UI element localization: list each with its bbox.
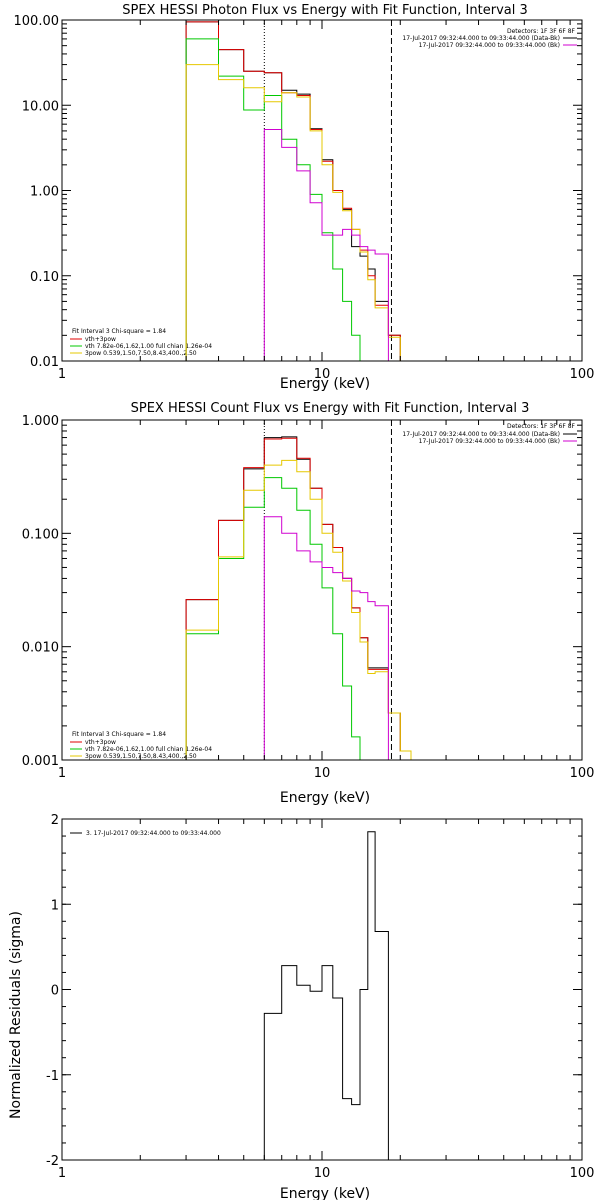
series-data-bk-line-1 <box>185 436 412 760</box>
plot-frame-1 <box>61 419 583 761</box>
y-tick-label-2: 0 <box>51 984 59 999</box>
count-legend-header-1: 17-Jul-2017 09:32:44.000 to 09:33:44.000… <box>402 431 560 438</box>
residuals-xlabel: Energy (keV) <box>280 1186 370 1200</box>
x-tick-label-0: 1 <box>58 367 66 382</box>
x-tick-label-2: 1 <box>58 1166 66 1181</box>
plot-frame-0 <box>61 19 583 362</box>
x-tick-label-2: 10 <box>314 1166 331 1181</box>
photon-legend-header-1: 17-Jul-2017 09:32:44.000 to 09:33:44.000… <box>402 35 560 42</box>
y-tick-label-2: 2 <box>51 813 59 828</box>
x-tick-label-2: 100 <box>570 1166 595 1181</box>
photon-fit-info-3: 3pow 0.539,1.50,7.50,8.43,400.,2.50 <box>85 350 197 357</box>
count-fit-info-0: Fit Interval 3 Chi-square = 1.84 <box>72 731 166 738</box>
photon-fit-info-1: vth+3pow <box>85 336 116 343</box>
photon-legend-header-0: Detectors: 1F 3F 6F 8F <box>507 28 576 35</box>
y-tick-label-1: 0.001 <box>22 754 59 769</box>
series-3pow-line-1 <box>185 459 412 760</box>
y-tick-label-0: 1.00 <box>30 185 59 200</box>
photon-fit-info-2: vth 7.82e-06,1.62,1.00 full chian 1.26e-… <box>85 343 212 350</box>
series-3pow-line-0 <box>185 64 411 361</box>
y-tick-label-0: 100.00 <box>14 14 60 29</box>
y-tick-label-2: -2 <box>46 1154 59 1169</box>
x-tick-label-1: 10 <box>314 766 331 781</box>
photon-fit-info-0: Fit Interval 3 Chi-square = 1.84 <box>72 328 166 335</box>
photon-flux-xlabel: Energy (keV) <box>280 376 370 392</box>
count-legend-header-0: Detectors: 1F 3F 6F 8F <box>507 423 576 430</box>
x-tick-label-0: 100 <box>570 367 595 382</box>
series-bk-line-0 <box>263 129 389 361</box>
count-fit-info-3: 3pow 0.539,1.50,7.50,8.43,400.,2.50 <box>85 753 197 760</box>
y-tick-label-0: 0.10 <box>30 270 59 285</box>
residuals-ylabel: Normalized Residuals (sigma) <box>8 911 24 1119</box>
y-tick-label-0: 0.01 <box>30 355 59 370</box>
count-fit-info-2: vth 7.82e-06,1.62,1.00 full chian 1.26e-… <box>85 746 212 753</box>
y-tick-label-1: 1.000 <box>22 414 59 429</box>
photon-legend-header-2: 17-Jul-2017 09:32:44.000 to 09:33:44.000… <box>419 42 560 49</box>
count-flux-xlabel: Energy (keV) <box>280 790 370 806</box>
series-vth-3pow-line-1 <box>185 437 412 760</box>
series-residuals-line-2 <box>263 831 389 1160</box>
series-vth-line-0 <box>185 38 411 361</box>
x-tick-label-0: 10 <box>314 367 331 382</box>
count-fit-info-1: vth+3pow <box>85 739 116 746</box>
y-tick-label-0: 10.00 <box>22 99 59 114</box>
y-tick-label-1: 0.100 <box>22 527 59 542</box>
residuals-legend: 3. 17-Jul-2017 09:32:44.000 to 09:33:44.… <box>86 830 221 837</box>
x-tick-label-1: 1 <box>58 766 66 781</box>
photon-flux-title: SPEX HESSI Photon Flux vs Energy with Fi… <box>122 3 528 18</box>
count-legend-header-2: 17-Jul-2017 09:32:44.000 to 09:33:44.000… <box>419 438 560 445</box>
series-vth-3pow-line-0 <box>185 21 411 361</box>
y-tick-label-2: -1 <box>46 1069 59 1084</box>
count-flux-title: SPEX HESSI Count Flux vs Energy with Fit… <box>131 401 530 416</box>
x-tick-label-1: 100 <box>570 766 595 781</box>
count-flux-panel: SPEX HESSI Count Flux vs Energy with Fit… <box>22 401 595 806</box>
series-data-bk-line-0 <box>185 21 411 361</box>
series-bk-line-1 <box>263 516 389 760</box>
y-tick-label-1: 0.010 <box>22 641 59 656</box>
y-tick-label-2: 1 <box>51 898 59 913</box>
photon-flux-panel: SPEX HESSI Photon Flux vs Energy with Fi… <box>14 3 595 392</box>
residuals-panel: Energy (keV) Normalized Residuals (sigma… <box>8 813 594 1200</box>
